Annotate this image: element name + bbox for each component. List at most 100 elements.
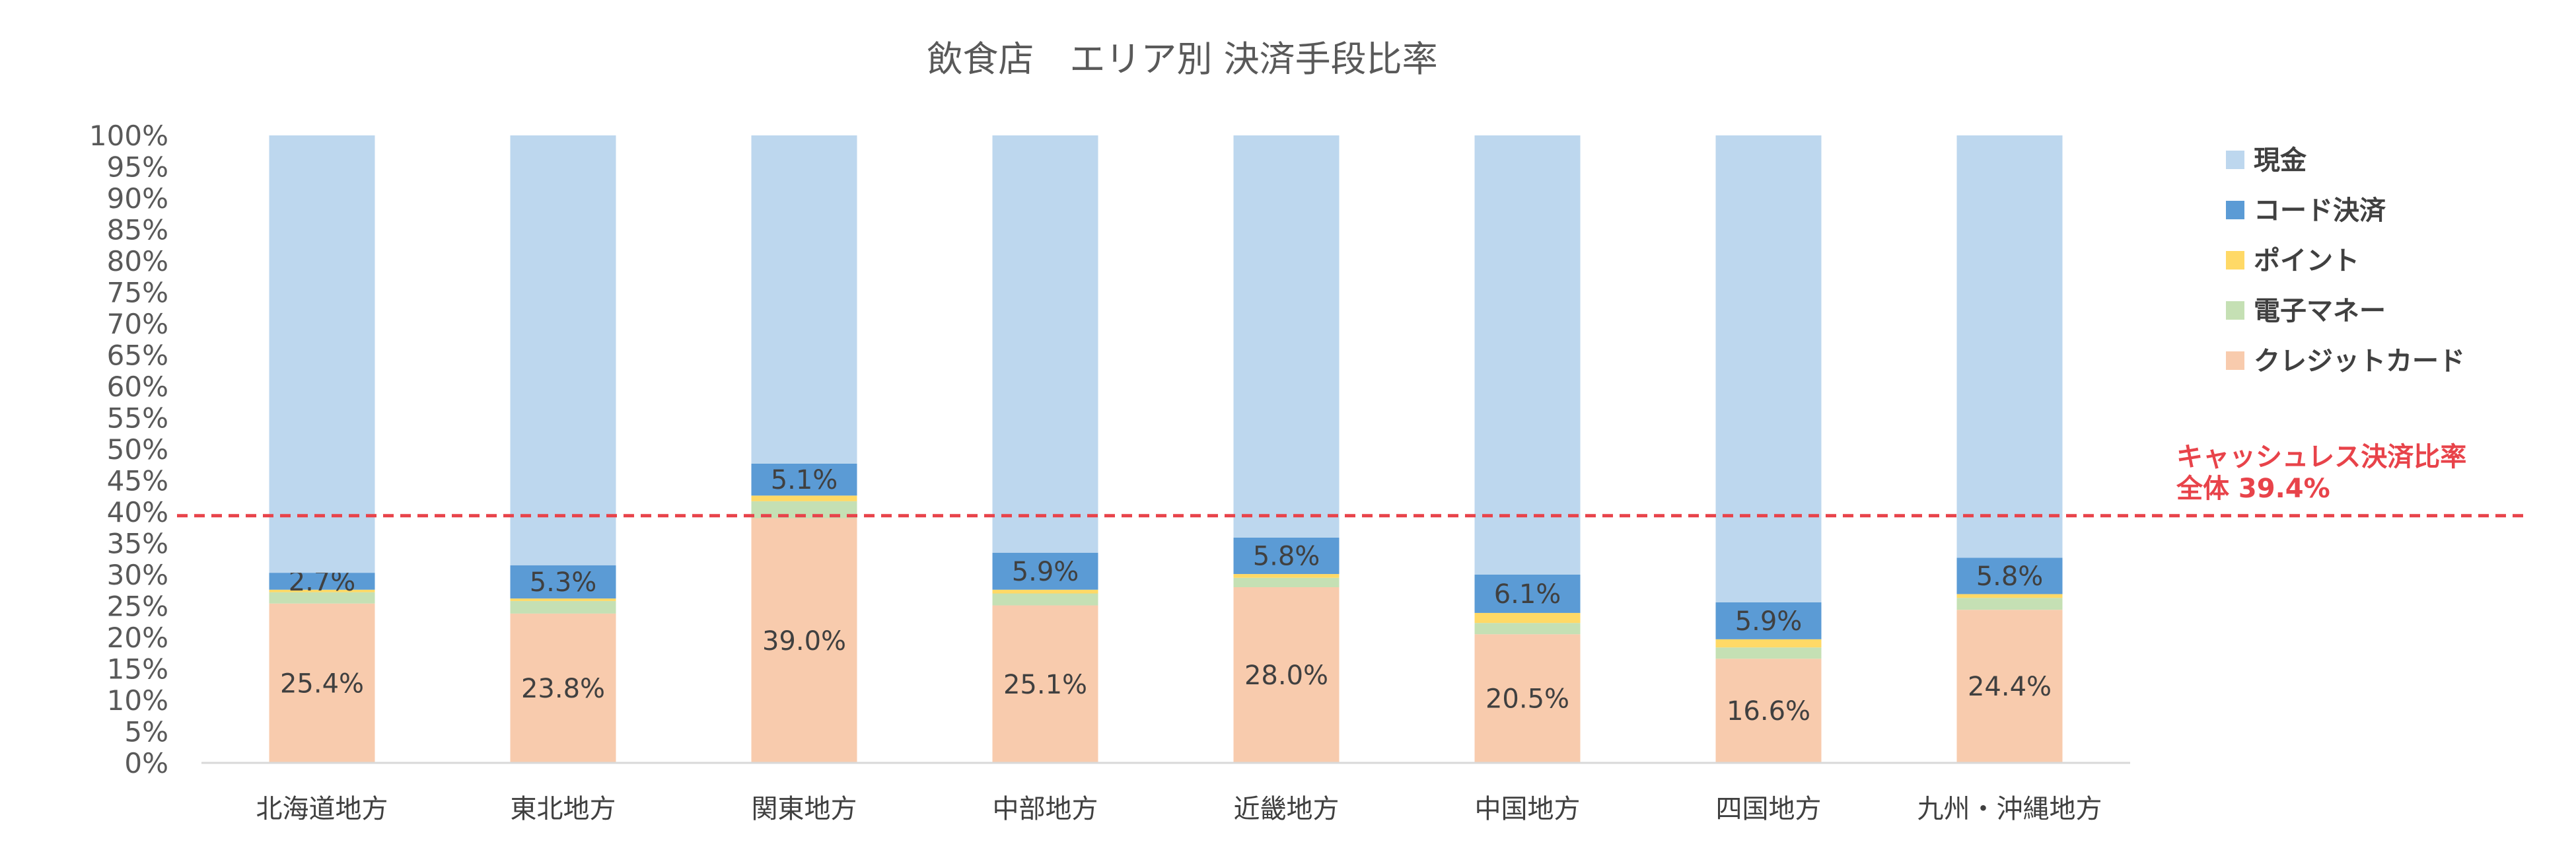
bar-segment xyxy=(1715,647,1822,659)
bar-segment xyxy=(751,518,857,763)
bar-segment xyxy=(1956,610,2063,763)
data-label: 5.1% xyxy=(771,465,838,495)
legend-swatch xyxy=(2226,301,2244,320)
y-tick-label: 85% xyxy=(107,214,168,246)
bar-segment xyxy=(1956,557,2063,594)
legend-label: 電子マネー xyxy=(2254,296,2386,326)
x-tick-label: 四国地方 xyxy=(1716,794,1822,824)
bar-segment xyxy=(1233,587,1340,763)
data-label: 20.5% xyxy=(1485,684,1569,715)
legend-swatch xyxy=(2226,251,2244,269)
bar-segment xyxy=(992,135,1098,553)
y-tick-label: 80% xyxy=(107,245,168,277)
x-tick-label: 関東地方 xyxy=(752,794,857,824)
y-tick-label: 40% xyxy=(107,496,168,528)
x-tick-label: 九州・沖縄地方 xyxy=(1917,794,2102,824)
bar-segment xyxy=(751,463,857,496)
x-axis: 北海道地方 東北地方 関東地方 中部地方 近畿地方 中国地方 四国地方 九州・沖縄地方 xyxy=(256,794,2102,824)
bar-segment xyxy=(1956,594,2063,598)
legend-label: 現金 xyxy=(2254,145,2307,176)
data-label: 6.1% xyxy=(1494,579,1561,610)
bar-segment xyxy=(510,565,616,599)
bar-segment xyxy=(1715,135,1822,602)
bar-segment xyxy=(510,135,616,565)
bar-segment xyxy=(992,593,1098,606)
y-tick-label: 95% xyxy=(107,151,168,184)
bar-segment xyxy=(1233,574,1340,578)
chart-title: 飲食店 エリア別 決済手段比率 xyxy=(927,38,1437,80)
y-tick-label: 30% xyxy=(107,559,168,591)
bar-segment xyxy=(510,613,616,763)
legend-swatch xyxy=(2226,151,2244,169)
y-axis: 0%5%10%15%20%25%30%35%40%45%50%55%60%65%… xyxy=(89,120,168,779)
y-tick-label: 55% xyxy=(107,402,168,435)
bar-segment xyxy=(1715,659,1822,763)
y-tick-label: 15% xyxy=(107,653,168,686)
data-label: 28.0% xyxy=(1244,661,1328,691)
y-tick-label: 10% xyxy=(107,684,168,717)
bar-segment xyxy=(1956,135,2063,558)
bar-segment xyxy=(1715,602,1822,639)
y-tick-label: 75% xyxy=(107,277,168,309)
bar-segment xyxy=(992,552,1098,590)
legend-swatch xyxy=(2226,201,2244,219)
legend-label: コード決済 xyxy=(2254,196,2386,226)
x-tick-label: 東北地方 xyxy=(511,794,616,824)
bar-segment xyxy=(269,592,375,604)
data-label: 23.8% xyxy=(521,674,605,704)
data-label: 5.8% xyxy=(1253,542,1320,572)
bars: 25.4%2.7%23.8%5.3%39.0%5.1%25.1%5.9%28.0… xyxy=(269,135,2063,763)
data-label: 24.4% xyxy=(1968,672,2052,702)
x-tick-label: 中部地方 xyxy=(993,794,1098,824)
y-tick-label: 70% xyxy=(107,308,168,340)
bar-segment xyxy=(992,589,1098,594)
bar-segment xyxy=(1715,639,1822,648)
data-label: 5.3% xyxy=(530,567,597,598)
x-tick-label: 中国地方 xyxy=(1475,794,1581,824)
data-label: 39.0% xyxy=(762,626,846,657)
y-tick-label: 65% xyxy=(107,340,168,372)
y-tick-label: 5% xyxy=(124,716,168,748)
bar-segment xyxy=(269,589,375,592)
y-tick-label: 25% xyxy=(107,590,168,623)
bar-segment xyxy=(1233,135,1340,538)
bar-segment xyxy=(992,605,1098,763)
bar-segment xyxy=(1474,623,1581,635)
reference-label-value: 全体 39.4% xyxy=(2176,474,2330,504)
y-tick-label: 50% xyxy=(107,433,168,466)
data-label: 5.8% xyxy=(1976,561,2044,592)
bar-segment xyxy=(269,573,375,590)
bar-segment xyxy=(1474,575,1581,613)
bar-segment xyxy=(1233,577,1340,587)
bar-segment xyxy=(751,495,857,501)
data-label: 5.9% xyxy=(1735,606,1803,637)
bar-segment xyxy=(1956,598,2063,610)
bar-segment xyxy=(269,603,375,763)
y-tick-label: 45% xyxy=(107,465,168,497)
y-tick-label: 90% xyxy=(107,182,168,215)
bar-segment xyxy=(1474,612,1581,624)
x-tick-label: 近畿地方 xyxy=(1234,794,1340,824)
bar-segment xyxy=(751,135,857,464)
bar-segment xyxy=(269,135,375,573)
bar-segment xyxy=(1233,537,1340,575)
x-tick-label: 北海道地方 xyxy=(256,794,388,824)
legend-label: クレジットカード xyxy=(2254,346,2465,376)
bar-segment xyxy=(1474,634,1581,763)
reference-label: キャッシュレス決済比率 xyxy=(2176,442,2466,472)
legend-swatch xyxy=(2226,351,2244,370)
bar-segment xyxy=(1474,135,1581,575)
y-tick-label: 0% xyxy=(124,747,168,779)
data-label: 25.4% xyxy=(280,668,364,699)
y-tick-label: 35% xyxy=(107,528,168,560)
legend-label: ポイント xyxy=(2254,246,2359,276)
bar-segment xyxy=(510,600,616,614)
data-label: 5.9% xyxy=(1012,557,1079,587)
y-tick-label: 20% xyxy=(107,622,168,654)
bar-segment xyxy=(510,598,616,601)
y-tick-label: 100% xyxy=(89,120,168,152)
data-label: 16.6% xyxy=(1727,696,1810,727)
